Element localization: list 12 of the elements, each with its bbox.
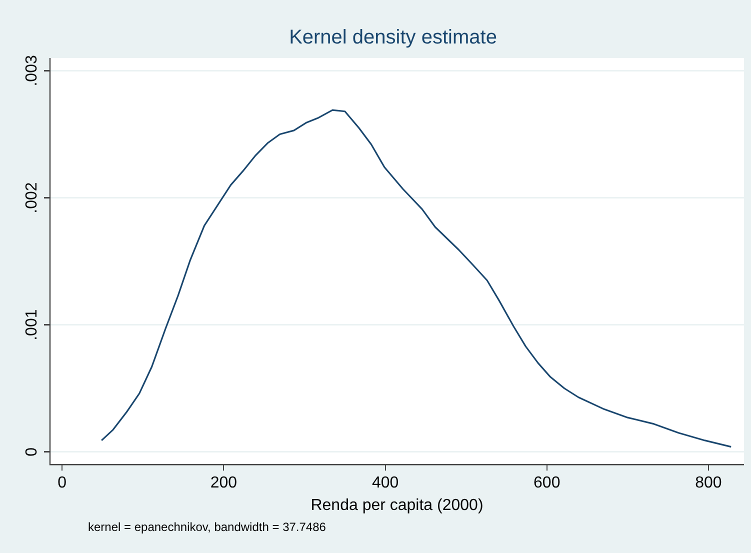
x-tick-label: 200 [210, 474, 238, 492]
y-tick-label: .003 [23, 55, 40, 86]
x-tick-label: 600 [534, 474, 560, 492]
x-tick-label: 400 [372, 474, 399, 492]
y-tick-label: 0 [23, 447, 40, 456]
y-tick-label: .001 [23, 309, 40, 340]
y-tick-label: .002 [23, 182, 40, 214]
x-axis-title: Renda per capita (2000) [310, 496, 484, 514]
x-tick-label: 800 [695, 474, 722, 492]
text: kernel = epanechnikov, bandwidth = 37.7486 [88, 520, 326, 534]
x-tick-label: 0 [58, 474, 67, 492]
chart-title: Kernel density estimate [289, 26, 497, 49]
